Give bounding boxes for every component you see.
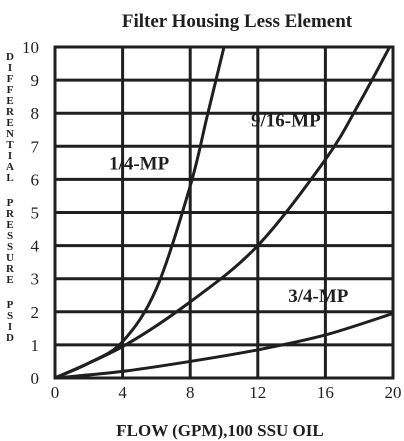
- x-tick-label: 20: [385, 383, 402, 402]
- y-tick-label: 7: [31, 137, 40, 156]
- series-curves: [54, 46, 394, 380]
- y-label-letter: S: [7, 310, 13, 322]
- y-label-letter: S: [7, 241, 13, 253]
- y-tick-label: 5: [31, 204, 40, 223]
- gridlines: [55, 47, 393, 378]
- y-label-letter: N: [6, 128, 14, 140]
- y-tick-label: 10: [22, 38, 39, 57]
- series-labels: 1/4-MP 9/16-MP 3/4-MP: [109, 110, 349, 306]
- y-tick-labels: 0 1 2 3 4 5 6 7 8 9 10: [22, 38, 40, 388]
- y-tick-label: 9: [31, 71, 40, 90]
- y-label-letter: F: [7, 84, 14, 96]
- y-tick-label: 2: [31, 303, 40, 322]
- y-label-letter: E: [6, 274, 13, 286]
- x-tick-label: 12: [249, 383, 266, 402]
- chart-title: Filter Housing Less Element: [122, 11, 353, 32]
- y-label-letter: F: [7, 73, 14, 85]
- y-label-letter: S: [7, 230, 13, 242]
- y-label-letter: L: [6, 172, 13, 184]
- x-axis-label: FLOW (GPM),100 SSU OIL: [116, 421, 323, 440]
- y-tick-label: 0: [31, 369, 40, 388]
- y-label-letter: A: [6, 161, 14, 173]
- y-label-letter: T: [6, 139, 14, 151]
- y-label-letter: U: [6, 252, 14, 264]
- y-tick-label: 6: [31, 170, 40, 189]
- x-tick-label: 16: [317, 383, 334, 402]
- x-tick-labels: 0 4 8 12 16 20: [51, 383, 402, 402]
- y-label-letter: I: [8, 62, 12, 74]
- series-label-2: 3/4-MP: [288, 286, 349, 307]
- x-tick-label: 0: [51, 383, 60, 402]
- y-label-letter: D: [6, 332, 14, 344]
- x-tick-label: 8: [186, 383, 195, 402]
- series-line-2: [54, 312, 394, 380]
- y-label-letter: E: [6, 219, 13, 231]
- series-line-1: [54, 46, 391, 380]
- y-label-letter: D: [6, 51, 14, 63]
- series-label-0: 1/4-MP: [109, 153, 170, 174]
- y-label-letter: R: [6, 106, 15, 118]
- y-label-letter: R: [6, 263, 15, 275]
- y-tick-label: 3: [31, 270, 40, 289]
- y-label-letter: R: [6, 208, 15, 220]
- y-label-letter: I: [8, 150, 12, 162]
- y-label-letter: P: [7, 197, 14, 209]
- series-label-1: 9/16-MP: [251, 110, 321, 131]
- y-label-letter: E: [6, 117, 13, 129]
- y-label-letter: I: [8, 321, 12, 333]
- y-label-letter: P: [7, 299, 14, 311]
- y-label-letter: E: [6, 95, 13, 107]
- y-tick-label: 4: [31, 237, 40, 256]
- y-tick-label: 8: [31, 104, 40, 123]
- y-tick-label: 1: [31, 336, 40, 355]
- x-tick-label: 4: [118, 383, 127, 402]
